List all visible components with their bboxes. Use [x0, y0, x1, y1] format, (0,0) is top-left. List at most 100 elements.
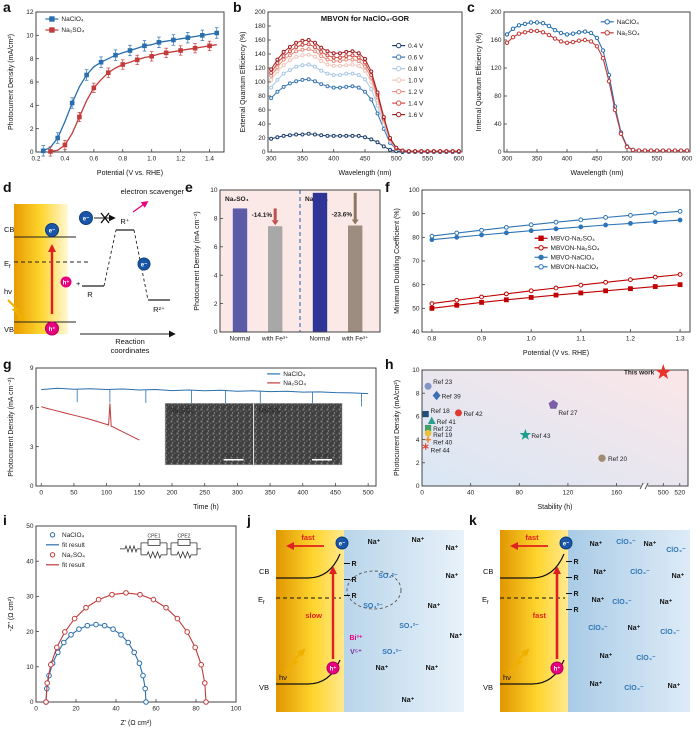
svg-text:500: 500: [391, 156, 402, 163]
svg-text:Ref 40: Ref 40: [433, 440, 453, 447]
svg-text:80: 80: [192, 706, 200, 713]
svg-text:10: 10: [26, 33, 34, 40]
electrolyte-block: [568, 530, 690, 712]
panel-label-i: i: [3, 512, 7, 528]
hole-icon: [326, 661, 340, 675]
svg-text:Na⁺: Na⁺: [412, 537, 425, 544]
svg-text:4: 4: [214, 272, 218, 279]
svg-text:Photocurrent Density (mA cm⁻²): Photocurrent Density (mA cm⁻²): [8, 377, 15, 476]
panel-a-jv-chart: 0.2 0.4 0.6 0.8 1.0 1.2 1.4 0 2 4 6 8 10 12 Potential …: [8, 9, 225, 177]
svg-text:550: 550: [422, 156, 433, 163]
svg-text:ClO₄⁻: ClO₄⁻: [660, 629, 680, 636]
svg-text:0: 0: [498, 149, 502, 156]
fermi-label: Ef: [258, 595, 265, 606]
vb-label: VB: [483, 683, 493, 692]
svg-text:70: 70: [412, 258, 420, 265]
svg-text:Photocurrent Density (mA/cm²): Photocurrent Density (mA/cm²): [394, 380, 401, 476]
svg-text:Ref 43: Ref 43: [531, 433, 551, 440]
reaction-coordinates-label: Reaction: [115, 337, 145, 346]
svg-text:Na₂SO₄: Na₂SO₄: [62, 552, 85, 559]
svg-text:1.2: 1.2: [176, 156, 185, 163]
photon-bolt-icon: [509, 648, 530, 673]
panel-i: 0 20 40 60 80 100 0 10 20 30 40 50 Z' (Ω cm²) -Z'' (Ω…: [2, 516, 244, 731]
svg-text:40: 40: [494, 121, 502, 128]
panel-j-interface-diagram: CB e⁻ fast Ef VB h⁺ slow hν R R R Bi³⁺ V⁵⁺ Na…: [258, 530, 464, 712]
svg-text:100: 100: [255, 79, 266, 86]
svg-text:6: 6: [214, 244, 218, 251]
reaction-coordinates-label: coordinates: [111, 346, 150, 355]
plus-label: +: [76, 279, 81, 288]
svg-text:Na⁺: Na⁺: [590, 681, 603, 688]
svg-text:Ref 18: Ref 18: [431, 408, 451, 415]
svg-text:Z' (Ω cm²): Z' (Ω cm²): [120, 720, 151, 727]
panel-label-b: b: [233, 0, 242, 15]
svg-text:300: 300: [266, 156, 277, 163]
svg-text:1.0 V: 1.0 V: [408, 77, 424, 84]
step-up-line: [103, 229, 117, 287]
cb-band: [500, 553, 565, 579]
hole-icon: [60, 276, 72, 288]
svg-text:Na⁺: Na⁺: [594, 569, 607, 576]
electron-icon: [335, 536, 349, 550]
svg-text:1.2: 1.2: [626, 336, 635, 343]
svg-text:100: 100: [231, 706, 242, 713]
svg-text:0: 0: [262, 149, 266, 156]
cb-label: CB: [4, 225, 14, 234]
svg-text:Bi³⁺: Bi³⁺: [349, 635, 362, 642]
panel-h-comparison-scatter: 0 40 80 120 160 500 520 0 2 4 6 8 10 Stability (h) Pho…: [394, 364, 689, 511]
svg-text:4: 4: [30, 103, 34, 110]
r-plus-label: R⁺: [120, 217, 129, 226]
svg-text:0: 0: [39, 490, 43, 497]
svg-text:60: 60: [152, 706, 160, 713]
panel-k-interface-diagram: CB e⁻ fast Ef VB h⁺ fast hν R R R R Na⁺ Na⁺ Na…: [482, 530, 690, 712]
hole-icon: [45, 321, 59, 336]
svg-text:1.6 V: 1.6 V: [408, 112, 424, 119]
svg-text:e⁻: e⁻: [49, 229, 56, 235]
svg-text:MBVON-NaClO₄: MBVON-NaClO₄: [551, 264, 600, 271]
svg-text:200: 200: [255, 9, 266, 16]
panel-c-iqe-chart: 300 350 400 450 500 550 600 0 40 80 120 160 200 Wavel…: [476, 9, 693, 177]
hole-icon: [550, 661, 564, 675]
svg-text:Na⁺: Na⁺: [426, 665, 439, 672]
svg-text:Normal: Normal: [310, 336, 332, 343]
svg-text:NaClO₄: NaClO₄: [62, 532, 85, 539]
r-label: R: [87, 290, 93, 299]
svg-text:0: 0: [30, 483, 34, 490]
svg-text:8: 8: [416, 390, 420, 397]
panel-label-d: d: [3, 179, 12, 195]
electron-icon: [45, 223, 59, 237]
svg-text:e⁻: e⁻: [141, 263, 148, 269]
svg-text:350: 350: [265, 490, 276, 497]
svg-text:10: 10: [412, 367, 420, 374]
svg-text:ClO₄⁻: ClO₄⁻: [666, 547, 686, 554]
svg-text:Na⁺: Na⁺: [628, 625, 641, 632]
svg-text:50: 50: [412, 306, 420, 313]
svg-text:1.4 V: 1.4 V: [408, 100, 424, 107]
svg-text:Wavelength (nm): Wavelength (nm): [338, 170, 391, 177]
svg-text:500 nm: 500 nm: [225, 453, 242, 459]
svg-text:NaClO₄: NaClO₄: [283, 371, 306, 378]
vb-label: VB: [259, 683, 269, 692]
svg-text:Na₂SO₄: Na₂SO₄: [61, 27, 84, 34]
svg-text:MBVON-Na₂SO₄: MBVON-Na₂SO₄: [551, 245, 600, 252]
svg-text:80: 80: [258, 93, 266, 100]
panel-label-h: h: [385, 356, 394, 372]
svg-text:-Z'' (Ω cm²): -Z'' (Ω cm²): [8, 597, 15, 632]
panel-c: 300 350 400 450 500 550 600 0 40 80 120 160 200 Wavel…: [470, 4, 698, 183]
svg-text:150: 150: [134, 490, 145, 497]
svg-text:e⁻: e⁻: [83, 217, 90, 223]
panel-label-a: a: [3, 0, 11, 15]
svg-text:R: R: [573, 607, 578, 614]
svg-text:0.2: 0.2: [31, 156, 40, 163]
svg-text:NaClO₄: NaClO₄: [61, 16, 84, 23]
svg-text:Na⁺: Na⁺: [446, 545, 459, 552]
svg-text:140: 140: [255, 51, 266, 58]
svg-text:160: 160: [611, 490, 622, 497]
scavenger-label: electron scavenger: [121, 187, 185, 196]
svg-text:Na⁺: Na⁺: [446, 573, 459, 580]
svg-text:This work: This work: [624, 369, 655, 376]
electron-icon: [559, 536, 573, 550]
panel-f: 0.8 0.9 1.0 1.1 1.2 1.3 40 50 60 70 80 90 100 Potenti…: [388, 182, 698, 363]
